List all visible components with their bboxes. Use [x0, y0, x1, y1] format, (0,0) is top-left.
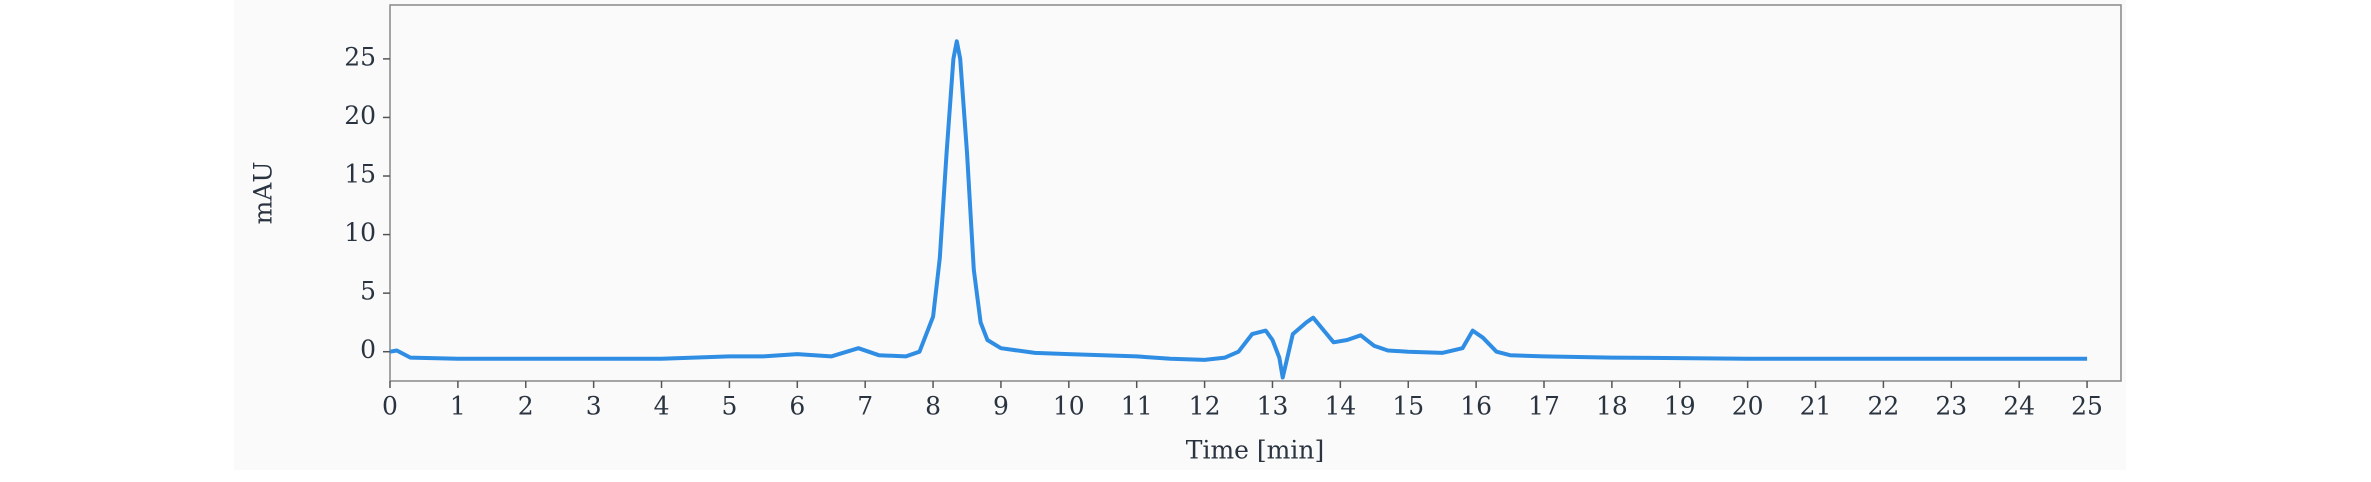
- x-tick-label: 10: [1053, 392, 1085, 421]
- x-tick-label: 1: [450, 392, 466, 421]
- y-tick-label: 5: [360, 277, 376, 306]
- x-tick-label: 23: [1935, 392, 1967, 421]
- x-tick-label: 3: [586, 392, 602, 421]
- x-tick-label: 15: [1392, 392, 1424, 421]
- x-tick-label: 14: [1324, 392, 1356, 421]
- chromatogram-line: [389, 39, 2088, 380]
- x-tick-label: 8: [925, 392, 941, 421]
- x-tick-label: 16: [1460, 392, 1492, 421]
- x-tick-label: 6: [789, 392, 805, 421]
- x-axis-label: Time [min]: [1186, 436, 1324, 465]
- chart-background: [234, 0, 2126, 470]
- y-tick-label: 25: [344, 42, 376, 71]
- x-tick-label: 9: [993, 392, 1009, 421]
- x-tick-label: 4: [654, 392, 670, 421]
- x-tick-label: 18: [1596, 392, 1628, 421]
- plot-frame: [389, 4, 2122, 382]
- y-tick-label: 20: [344, 101, 376, 130]
- x-tick-label: 21: [1800, 392, 1832, 421]
- x-tick-label: 17: [1528, 392, 1560, 421]
- x-tick-label: 13: [1257, 392, 1289, 421]
- x-tick-label: 5: [721, 392, 737, 421]
- y-tick-label: 0: [360, 335, 376, 364]
- x-tick-label: 2: [518, 392, 534, 421]
- x-tick-label: 0: [382, 392, 398, 421]
- y-axis-label: mAU: [249, 162, 278, 225]
- x-tick-label: 19: [1664, 392, 1696, 421]
- x-tick-label: 25: [2071, 392, 2103, 421]
- x-tick-label: 7: [857, 392, 873, 421]
- x-tick-label: 11: [1121, 392, 1153, 421]
- y-tick-label: 10: [344, 218, 376, 247]
- x-tick-label: 22: [1868, 392, 1900, 421]
- x-tick-label: 24: [2003, 392, 2035, 421]
- y-tick-label: 15: [344, 160, 376, 189]
- x-tick-label: 12: [1189, 392, 1221, 421]
- x-tick-label: 20: [1732, 392, 1764, 421]
